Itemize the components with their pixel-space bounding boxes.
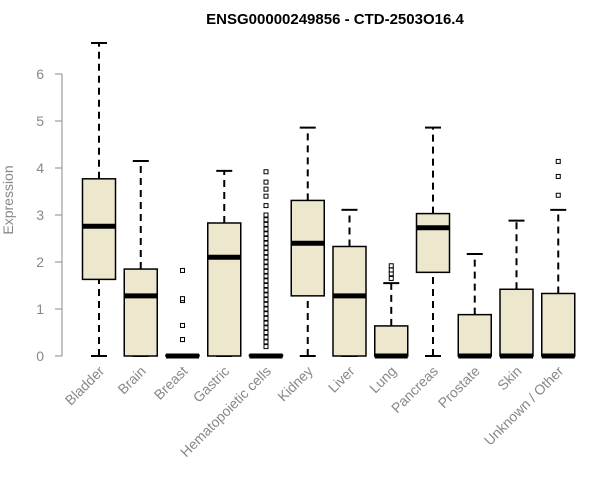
outlier-point: [263, 254, 269, 260]
outlier-point: [263, 301, 269, 307]
outlier-point: [263, 226, 269, 232]
x-tick-label: Lung: [366, 363, 399, 396]
outlier-point: [263, 212, 269, 218]
box-liver: [332, 208, 367, 357]
outlier-point: [263, 221, 269, 227]
box-iqr: [415, 212, 451, 274]
box-iqr: [332, 245, 367, 357]
outlier-point: [388, 263, 394, 269]
y-tick-label: 1: [36, 301, 44, 317]
box-breast: [165, 267, 200, 359]
outlier-point: [263, 273, 269, 279]
outlier-point: [263, 320, 269, 326]
outlier-point: [263, 306, 269, 312]
outlier-point: [263, 203, 269, 209]
x-tick-label: Prostate: [435, 363, 483, 411]
box-iqr: [457, 313, 492, 357]
x-tick-label: Bladder: [62, 363, 108, 409]
box-gastric: [207, 169, 242, 357]
box-iqr: [541, 292, 576, 357]
box-iqr: [499, 288, 534, 357]
y-tick-label: 2: [36, 254, 44, 270]
outlier-point: [263, 297, 269, 303]
outlier-point: [263, 330, 269, 335]
y-tick-label: 4: [36, 160, 44, 176]
outlier-point: [388, 267, 394, 273]
outlier-point: [388, 275, 394, 281]
outlier-point: [263, 259, 269, 265]
outlier-point: [263, 240, 269, 246]
outlier-point: [263, 245, 269, 251]
box-brain: [123, 159, 158, 357]
outlier-point: [263, 193, 269, 199]
box-prostate: [457, 253, 492, 359]
boxes: [81, 41, 576, 359]
outlier-point: [263, 334, 269, 340]
x-tick-label: Brain: [114, 363, 148, 397]
outlier-point: [180, 267, 185, 273]
y-tick-label: 0: [36, 348, 44, 364]
box-iqr: [207, 222, 242, 357]
outlier-point: [263, 268, 269, 274]
box-pancreas: [415, 126, 451, 357]
x-tick-label: Breast: [151, 363, 191, 403]
outlier-point: [263, 169, 269, 175]
outlier-point: [263, 236, 269, 241]
box-unknown-other: [541, 158, 576, 359]
y-axis: 0 1 2 3 4 5 6: [36, 66, 63, 364]
outlier-point: [180, 337, 185, 343]
outlier-point: [555, 173, 561, 179]
box-iqr: [290, 199, 325, 297]
box-hematopoietic-cells: [248, 169, 284, 359]
outlier-point: [263, 264, 269, 270]
y-axis-label: Expression: [0, 165, 16, 234]
chart-title: ENSG00000249856 - CTD-2503O16.4: [206, 11, 464, 28]
x-tick-label: Kidney: [274, 363, 316, 405]
box-iqr: [81, 178, 117, 281]
box-iqr: [123, 268, 158, 357]
box-skin: [499, 219, 534, 359]
outlier-point: [263, 179, 269, 185]
outlier-point: [263, 292, 269, 298]
box-bladder: [81, 41, 117, 357]
outlier-point: [180, 296, 185, 302]
y-tick-label: 3: [36, 207, 44, 223]
outlier-point: [263, 217, 269, 223]
box-lung: [374, 263, 409, 359]
outlier-point: [263, 283, 269, 288]
outlier-point: [263, 231, 269, 237]
outlier-point: [263, 339, 269, 345]
outlier-point: [263, 311, 269, 317]
outlier-point: [263, 287, 269, 293]
outlier-point: [263, 250, 269, 256]
outlier-point: [263, 186, 269, 192]
x-tick-label: Liver: [325, 363, 358, 396]
x-tick-label: Unknown / Other: [481, 363, 567, 449]
box-kidney: [290, 126, 325, 357]
outlier-point: [263, 315, 269, 321]
outlier-point: [263, 325, 269, 331]
outlier-point: [555, 192, 561, 198]
y-tick-label: 5: [36, 113, 44, 129]
x-tick-label: Skin: [494, 363, 525, 394]
box-iqr: [374, 325, 409, 357]
y-tick-label: 6: [36, 66, 44, 82]
outlier-point: [555, 158, 561, 164]
outlier-point: [263, 344, 269, 350]
outlier-point: [263, 278, 269, 284]
outlier-point: [180, 322, 185, 328]
